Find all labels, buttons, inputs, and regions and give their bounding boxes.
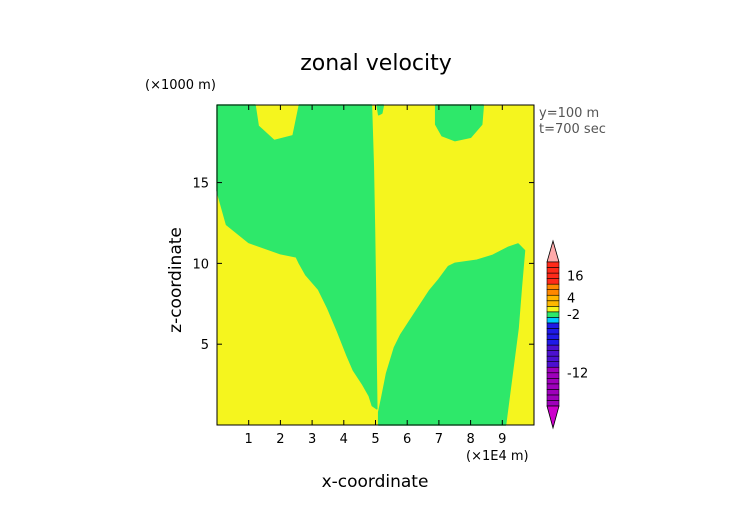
- x-axis-label: x-coordinate: [322, 472, 429, 492]
- colorbar-band: [546, 289, 560, 296]
- x-tick-label: 7: [435, 432, 443, 447]
- x-axis-ticks: 1 2 3 4 5 6 7 8 9: [245, 105, 506, 447]
- contour-region-1: [216, 104, 378, 410]
- colorbar-tick-label: -2: [567, 308, 580, 323]
- colorbar-band: [546, 361, 560, 368]
- colorbar-band: [546, 355, 560, 362]
- colorbar-band: [546, 372, 560, 379]
- colorbar-tick-label: 16: [567, 269, 584, 284]
- colorbar-band: [546, 389, 560, 396]
- colorbar-band: [546, 283, 560, 290]
- colorbar-band: [546, 278, 560, 285]
- chart-title: zonal velocity: [300, 51, 452, 76]
- y-tick-label: 10: [192, 257, 209, 272]
- colorbar-band: [546, 311, 560, 318]
- plot-area: [216, 104, 535, 426]
- colorbar-band: [546, 294, 560, 302]
- y-unit-label: (×1000 m): [145, 78, 216, 93]
- colorbar-band: [546, 317, 560, 324]
- contour-region-3: [434, 104, 485, 142]
- x-tick-label: 8: [466, 432, 474, 447]
- colorbar-top-arrow: [546, 239, 560, 263]
- colorbar: [546, 239, 560, 430]
- contour-region-4: [376, 104, 385, 116]
- contour-region-2: [377, 243, 526, 426]
- colorbar-band: [546, 383, 560, 390]
- annotation-y: y=100 m: [539, 106, 599, 121]
- colorbar-band: [546, 339, 560, 346]
- colorbar-tick-label: -12: [567, 366, 588, 381]
- colorbar-band: [546, 333, 560, 340]
- colorbar-band: [546, 261, 560, 268]
- y-axis-ticks: 5 10 15: [192, 177, 534, 353]
- y-axis-label: z-coordinate: [166, 227, 186, 333]
- colorbar-band: [546, 350, 560, 357]
- colorbar-tick-labels: 16 4-2 -12: [567, 269, 588, 381]
- x-tick-label: 1: [245, 432, 253, 447]
- x-tick-label: 6: [403, 432, 411, 447]
- contour-regions: [216, 104, 526, 426]
- x-tick-label: 5: [371, 432, 379, 447]
- colorbar-bottom-arrow: [546, 405, 560, 430]
- colorbar-band: [546, 394, 560, 401]
- colorbar-band: [546, 378, 560, 385]
- y-tick-label: 15: [192, 177, 209, 192]
- x-tick-label: 3: [308, 432, 316, 447]
- x-tick-label: 2: [276, 432, 284, 447]
- x-tick-label: 4: [340, 432, 348, 447]
- colorbar-band: [546, 300, 560, 307]
- colorbar-tick-label: 4: [567, 292, 575, 307]
- colorbar-band: [546, 267, 560, 274]
- colorbar-band: [546, 366, 560, 374]
- colorbar-band: [546, 400, 560, 407]
- x-unit-label: (×1E4 m): [466, 449, 529, 464]
- annotation-t: t=700 sec: [539, 122, 606, 137]
- x-tick-label: 9: [498, 432, 506, 447]
- colorbar-band: [546, 306, 560, 313]
- colorbar-band: [546, 272, 560, 279]
- y-tick-label: 5: [201, 338, 209, 353]
- colorbar-band: [546, 328, 560, 335]
- colorbar-band: [546, 344, 560, 351]
- colorbar-band: [546, 322, 560, 329]
